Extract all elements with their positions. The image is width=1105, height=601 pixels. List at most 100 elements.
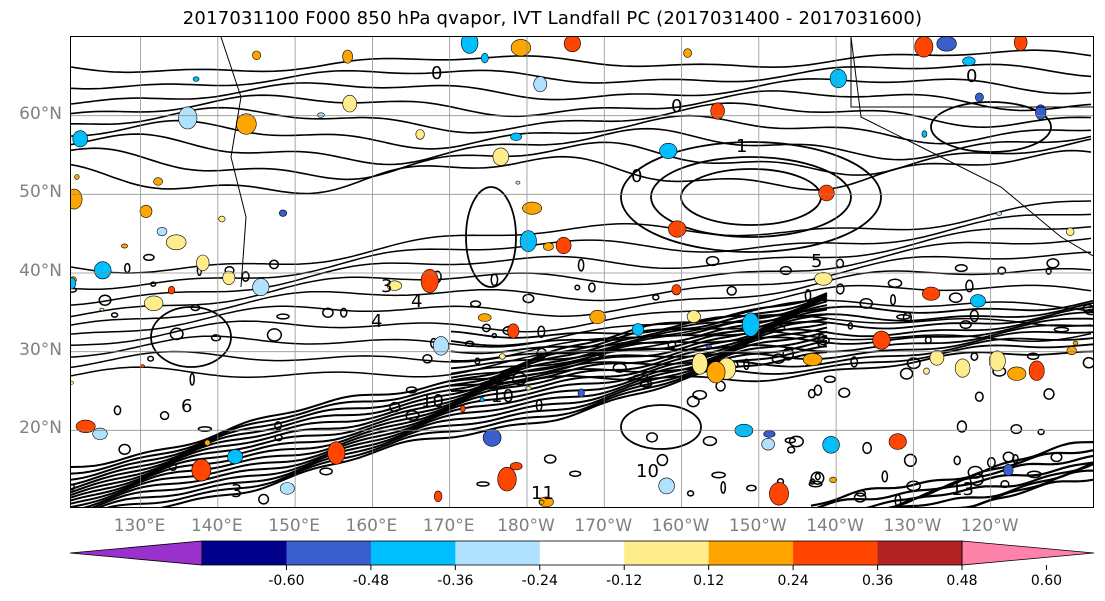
contour-label: 10 [421, 391, 444, 412]
contour-blob [965, 279, 974, 293]
contour-blob [588, 282, 596, 293]
shaded-cell [492, 147, 509, 166]
contour-loop [465, 186, 517, 288]
shaded-cell [996, 211, 1003, 216]
shaded-cell [525, 386, 532, 391]
contour-blob [862, 441, 873, 455]
contour-blob [536, 347, 548, 360]
shaded-cell [316, 112, 325, 118]
contour-blob [339, 307, 348, 318]
shaded-cell [589, 309, 606, 325]
contour-blob [838, 387, 851, 398]
contour-blob [422, 354, 433, 364]
shaded-cell [71, 380, 74, 385]
contour-blob [1026, 470, 1042, 479]
contour-blob [823, 375, 837, 384]
coastline-kamchatka [220, 37, 247, 288]
contour-blob [474, 357, 481, 365]
contour-blob [948, 292, 963, 304]
contour-blob [118, 443, 131, 456]
shaded-cell [763, 430, 776, 438]
shaded-cell [510, 132, 522, 142]
shaded-cell [236, 113, 257, 135]
shaded-cell [218, 215, 226, 223]
contour-blob [1053, 326, 1070, 333]
shaded-cell [227, 449, 243, 465]
shaded-cell [92, 427, 108, 440]
shaded-cell [480, 52, 489, 64]
shaded-cell [1066, 346, 1077, 355]
chart-title: 2017031100 F000 850 hPa qvapor, IVT Land… [182, 8, 923, 29]
shaded-cell [769, 482, 789, 506]
contour-blob [537, 325, 546, 338]
contour-blob [612, 362, 627, 373]
contour-line [71, 49, 1092, 74]
contour-blob [322, 307, 334, 319]
contour-blob [490, 273, 499, 287]
colorbar-segment [202, 541, 287, 565]
contour-blob [720, 481, 727, 494]
shaded-cell [686, 310, 701, 323]
contour-blob [1045, 267, 1052, 275]
contour-blob [969, 473, 984, 486]
shaded-cell [156, 227, 168, 237]
shaded-cell [507, 323, 520, 339]
shaded-cell [72, 130, 88, 148]
shaded-cell [139, 204, 153, 218]
colorbar-tick-label: 0.48 [946, 573, 978, 589]
contour-line [450, 331, 1093, 379]
shaded-cell [1014, 37, 1028, 51]
shaded-cell [1028, 360, 1045, 381]
colorbar-segment [708, 541, 794, 565]
shaded-cell [279, 209, 288, 217]
contour-blob [1050, 452, 1063, 463]
contour-blob [577, 258, 585, 272]
colorbar-tick-label: -0.24 [521, 573, 558, 589]
contour-blob [535, 398, 543, 412]
shaded-cell [822, 436, 840, 454]
contour-blob [959, 320, 972, 330]
contour-line [71, 213, 1092, 291]
contour-line [969, 478, 1093, 507]
contour-blob [779, 265, 792, 276]
contour-label: 4 [371, 311, 382, 332]
contour-line [450, 299, 1093, 339]
contour-blob [266, 328, 283, 342]
contour-blob [476, 481, 490, 487]
shaded-cell [705, 344, 712, 349]
shaded-cell [153, 177, 163, 186]
shaded-cell [191, 458, 212, 482]
contour-blob [71, 483, 76, 491]
shaded-cell [533, 76, 548, 93]
latitude-label: 50°N [19, 182, 62, 203]
latitude-label: 20°N [19, 418, 62, 439]
shaded-cell [923, 367, 930, 375]
contour-blob [595, 349, 607, 357]
colorbar-tick-label: -0.48 [352, 573, 389, 589]
contour-blob [159, 411, 170, 421]
colorbar-tick-label: 0.36 [861, 573, 894, 589]
contour-blob [859, 297, 874, 309]
contour-blob [464, 340, 475, 348]
contour-blob [986, 457, 996, 468]
shaded-cell [509, 462, 523, 471]
shaded-cell [975, 92, 984, 102]
contour-blob [652, 294, 660, 301]
contour-blob [143, 253, 155, 262]
shaded-cell [327, 441, 346, 465]
contour-blob [881, 470, 889, 483]
contour-loop [680, 168, 822, 226]
contour-label: 13 [951, 479, 974, 500]
contour-blob [469, 300, 482, 308]
contour-line [71, 293, 828, 475]
contour-label: 6 [181, 396, 192, 417]
shaded-cell [683, 48, 692, 58]
shaded-cell [691, 352, 708, 375]
contour-blob [1026, 352, 1040, 360]
contour-blob [746, 484, 757, 492]
contour-blob [113, 405, 122, 416]
contour-blob [686, 490, 695, 497]
shaded-cell [99, 307, 105, 312]
contour-label: 4 [411, 291, 422, 312]
contour-blob [98, 294, 112, 306]
